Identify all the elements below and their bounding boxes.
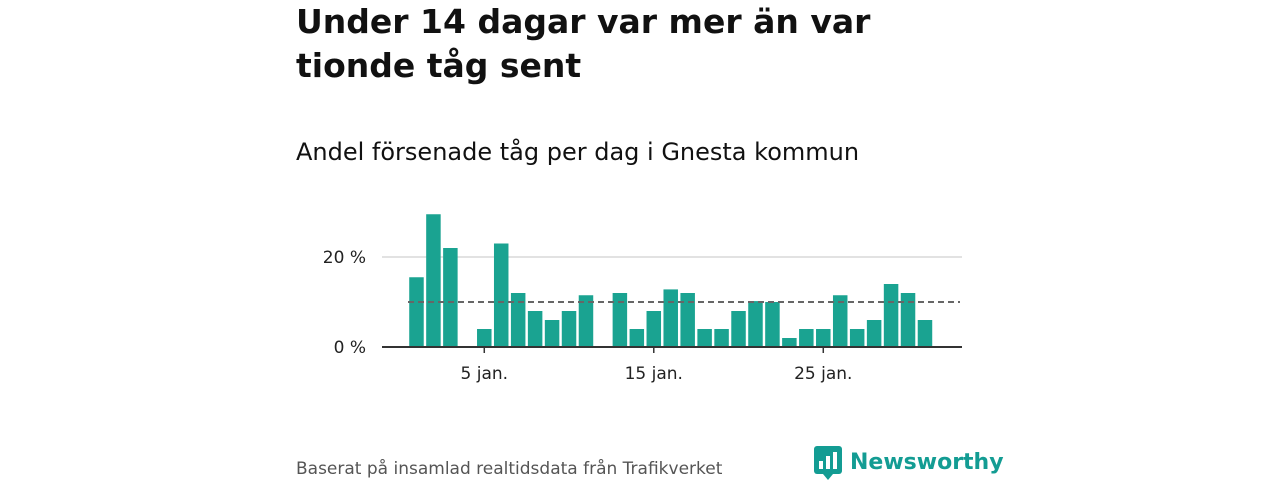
bar-day-3 (443, 248, 458, 347)
bar-day-19 (714, 329, 729, 347)
chart-headline: Under 14 dagar var mer än var tionde tåg… (296, 2, 871, 85)
bar-day-16 (663, 289, 678, 347)
chart-subtitle: Andel försenade tåg per dag i Gnesta kom… (296, 138, 860, 166)
bar-series (409, 214, 933, 347)
x-tick-label-25: 25 jan. (794, 364, 852, 384)
x-tick-label-5: 5 jan. (461, 364, 509, 384)
bar-day-17 (680, 293, 695, 347)
bar-day-18 (697, 329, 712, 347)
bar-day-22 (765, 302, 780, 347)
y-tick-labels: 0 % 20 % (323, 248, 366, 358)
bar-day-15 (646, 311, 662, 347)
bar-day-31 (917, 320, 933, 347)
bar-day-29 (883, 284, 899, 347)
bar-day-8 (527, 311, 543, 347)
y-tick-label-0: 0 % (334, 338, 366, 358)
bar-day-6 (493, 243, 509, 347)
bar-day-10 (561, 311, 577, 347)
bar-day-25 (816, 329, 831, 347)
bar-day-27 (849, 329, 865, 347)
x-tick-label-15: 15 jan. (625, 364, 683, 384)
axes (382, 346, 962, 353)
bar-day-7 (510, 293, 526, 347)
bar-day-24 (799, 329, 814, 347)
brand-logo[interactable]: Newsworthy (814, 446, 1004, 480)
bar-day-1 (409, 277, 424, 347)
bar-day-28 (866, 320, 882, 347)
bar-day-5 (477, 329, 492, 347)
bar-day-23 (782, 338, 797, 347)
delayed-trains-bar-chart: 0 % 20 % 5 jan. 15 jan. 25 jan. (323, 214, 962, 384)
newsworthy-logo-icon (814, 446, 842, 480)
bar-day-14 (629, 329, 645, 347)
bar-day-30 (900, 293, 916, 347)
bar-day-20 (731, 311, 746, 347)
bar-day-13 (612, 293, 628, 347)
bar-day-11 (578, 295, 594, 347)
bar-day-2 (426, 214, 441, 347)
bar-day-26 (832, 295, 848, 347)
bar-day-9 (544, 320, 560, 347)
source-note: Baserat på insamlad realtidsdata från Tr… (296, 459, 723, 479)
x-tick-labels: 5 jan. 15 jan. 25 jan. (461, 364, 853, 384)
bar-day-21 (748, 301, 763, 347)
brand-name: Newsworthy (850, 450, 1004, 475)
y-tick-label-20: 20 % (323, 248, 366, 268)
